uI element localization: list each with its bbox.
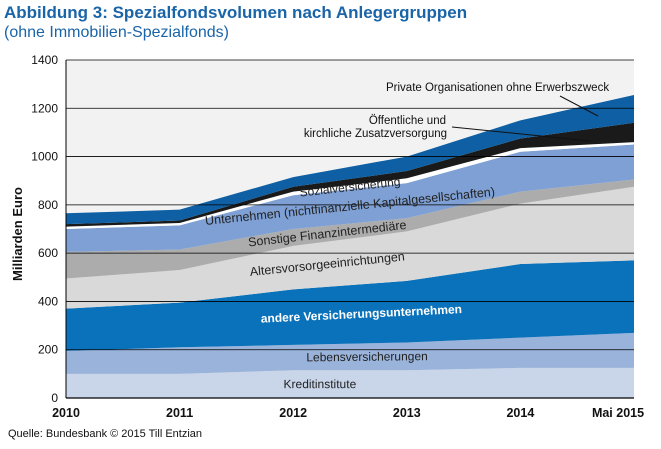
stacked-area-chart: KreditinstituteLebensversicherungenander…	[10, 53, 644, 420]
y-tick-label: 400	[38, 294, 58, 308]
area-unternehmen-nichtfinanzielle-kapitalgesellschaften	[66, 144, 634, 252]
y-tick-label: 0	[51, 391, 58, 405]
y-tick-label: 800	[38, 198, 58, 212]
x-tick-label: 2011	[166, 406, 193, 420]
x-tick-label: 2010	[52, 406, 80, 420]
y-axis-label: Milliarden Euro	[10, 187, 25, 281]
annotation-private-organisationen: Private Organisationen ohne Erwerbszweck	[386, 82, 609, 94]
y-tick-label: 1200	[31, 101, 58, 115]
area-offentliche-und-kirchliche-zusatzversorgung	[66, 122, 634, 227]
y-tick-label: 1400	[31, 53, 58, 67]
x-tick-label: 2012	[279, 406, 307, 420]
y-tick-label: 200	[38, 343, 58, 357]
area-altersvorsorgeeinrichtungen	[66, 186, 634, 309]
area-kreditinstitute	[66, 367, 634, 398]
chart-subtitle: (ohne Immobilien-Spezialfonds)	[4, 24, 229, 41]
area-sozialversicherung	[66, 142, 634, 229]
area-lebensversicherungen	[66, 332, 634, 374]
y-tick-label: 600	[38, 246, 58, 260]
y-tick-label: 1000	[31, 150, 58, 164]
annotation-line: Öffentliche und	[369, 115, 446, 127]
area-sonstige-finanzintermediare	[66, 179, 634, 279]
annotation-leader-line	[559, 95, 599, 117]
chart-title: Abbildung 3: Spezialfondsvolumen nach An…	[4, 3, 468, 22]
annotation-oeffentliche-zusatzversorgung: Öffentliche und kirchliche Zusatzversorgu…	[304, 115, 447, 140]
x-tick-label: Mai 2015	[592, 406, 644, 420]
area-label: Lebensversicherungen	[306, 349, 428, 364]
chart-container: Kreditinstitute Lebensversicherungen ander…	[0, 48, 661, 449]
annotation-line: kirchliche Zusatzversorgung	[304, 128, 447, 140]
x-tick-label: 2014	[506, 406, 534, 420]
source-note: Quelle: Bundesbank © 2015 Till Entzian	[8, 428, 203, 440]
annotation-leader-line	[451, 126, 591, 142]
area-label: Kreditinstitute	[284, 377, 357, 391]
area-andere-versicherungsunternehmen	[66, 260, 634, 351]
x-tick-label: 2013	[393, 406, 421, 420]
